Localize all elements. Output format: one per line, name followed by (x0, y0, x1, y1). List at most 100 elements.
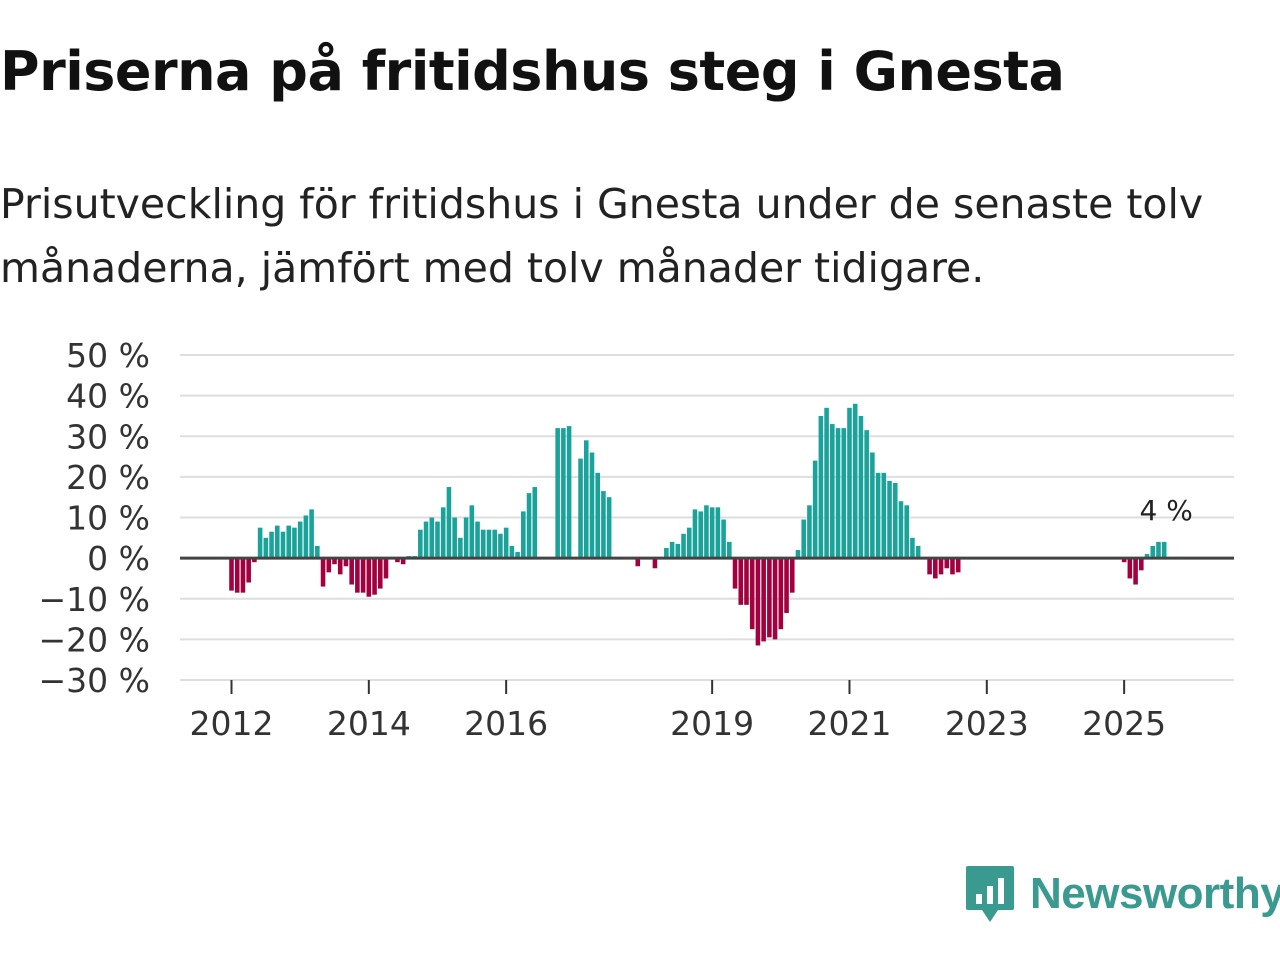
bar (686, 527, 692, 559)
y-tick-label: −10 % (39, 580, 151, 619)
bar (400, 558, 406, 565)
bar (372, 558, 377, 595)
bar (526, 493, 532, 559)
bar (292, 527, 297, 559)
bar (286, 525, 292, 559)
bar (795, 550, 801, 559)
bar (841, 428, 847, 559)
y-tick-label: 10 % (66, 499, 150, 538)
bar (263, 537, 269, 559)
bar (692, 509, 698, 559)
x-tick-label: 2012 (190, 704, 274, 743)
bar (652, 558, 658, 569)
bar (887, 480, 892, 559)
bar (709, 507, 715, 559)
bar (320, 558, 326, 587)
bar (595, 472, 600, 559)
bar (1156, 541, 1161, 559)
bar (240, 558, 246, 593)
bar (589, 452, 595, 559)
bar (852, 403, 858, 559)
bar (337, 558, 343, 575)
bar (297, 521, 303, 559)
bar (446, 487, 452, 559)
bar (332, 558, 337, 565)
bar (234, 558, 240, 593)
bar (933, 558, 938, 579)
bar (532, 487, 538, 559)
bar (864, 430, 869, 559)
bar (566, 426, 572, 559)
bar (749, 558, 755, 630)
bar (509, 545, 515, 559)
bar (303, 515, 309, 559)
chart-title: Priserna på fritidshus steg i Gnesta (0, 40, 1065, 103)
bar (898, 501, 904, 559)
bar (812, 460, 818, 559)
bar (515, 552, 520, 559)
y-tick-label: 30 % (66, 417, 150, 456)
bar (578, 458, 583, 559)
bar (269, 531, 274, 559)
newsworthy-logo-icon (966, 866, 1014, 922)
newsworthy-brand: Newsworthy (964, 864, 1280, 924)
y-tick-label: 0 % (87, 539, 150, 578)
x-tick-label: 2023 (945, 704, 1029, 743)
bar (309, 509, 314, 559)
y-tick-label: 50 % (66, 336, 150, 375)
bar (950, 558, 955, 575)
bar (881, 472, 887, 559)
y-tick-label: 20 % (66, 458, 150, 497)
x-tick-label: 2025 (1082, 704, 1166, 743)
bar (635, 558, 641, 567)
bar (383, 558, 389, 579)
bar (927, 558, 932, 575)
bar (469, 505, 475, 559)
bar (1133, 558, 1138, 585)
bar (807, 505, 812, 559)
bar (755, 558, 761, 646)
bar (435, 521, 440, 559)
bar (274, 525, 280, 559)
bar (355, 558, 360, 593)
bar (561, 428, 566, 559)
x-tick-label: 2016 (464, 704, 548, 743)
bar (778, 558, 784, 630)
bar (944, 558, 950, 569)
bar (669, 541, 675, 559)
bar (715, 507, 721, 559)
bar (847, 407, 852, 559)
bar-chart: 50 %40 %30 %20 %10 %0 %−10 %−20 %−30 % 2… (39, 336, 1234, 743)
bar (452, 517, 457, 559)
bar (761, 558, 766, 642)
bar (492, 529, 498, 559)
bar (698, 511, 703, 559)
bar (1144, 554, 1150, 559)
bar (423, 521, 429, 559)
bar (366, 558, 372, 597)
bar (583, 440, 589, 559)
bar (326, 558, 332, 573)
bar (915, 545, 921, 559)
bar (938, 558, 944, 575)
last-value-label: 4 % (1140, 494, 1193, 527)
bar (675, 543, 681, 559)
bar (721, 519, 726, 559)
bar (395, 558, 400, 563)
bar (784, 558, 789, 613)
bar (870, 452, 875, 559)
bar (732, 558, 738, 589)
bar (830, 424, 835, 559)
bar (349, 558, 354, 585)
bar (475, 521, 480, 559)
y-tick-label: −30 % (39, 661, 151, 700)
bar (429, 517, 435, 559)
x-tick-label: 2021 (807, 704, 891, 743)
bar (744, 558, 749, 605)
bar (606, 497, 612, 559)
brand-name: Newsworthy (1030, 869, 1280, 918)
bar (252, 558, 257, 563)
bar (738, 558, 744, 605)
bar (463, 517, 469, 559)
chart-subtitle: Prisutveckling för fritidshus i Gnesta u… (0, 180, 1204, 292)
